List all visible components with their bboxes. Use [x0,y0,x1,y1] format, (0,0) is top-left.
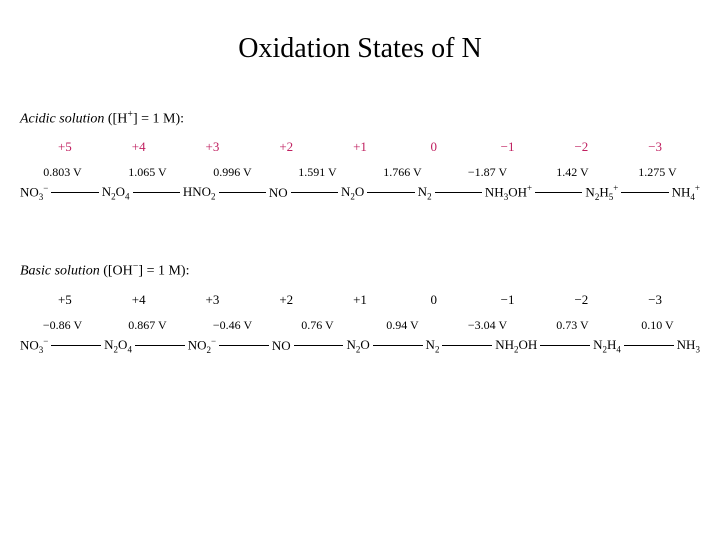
ox-state: +4 [102,292,176,308]
connector-line [294,345,344,346]
ox-state: +2 [249,292,323,308]
connector-line [291,192,338,193]
potential: 1.591 V [275,165,360,180]
connector-line [367,192,414,193]
basic-potentials: −0.86 V 0.867 V −0.46 V 0.76 V 0.94 V −3… [20,318,700,333]
connector-line [219,345,269,346]
potential: 1.065 V [105,165,190,180]
species: N2O4 [102,184,130,202]
species: NO3− [20,336,48,355]
basic-block: Basic solution ([OH−] = 1 M): +5 +4 +3 +… [20,261,700,358]
potential: 1.275 V [615,165,700,180]
connector-line [219,192,266,193]
potential: −0.46 V [190,318,275,333]
species: N2 [418,184,432,202]
connector-line [135,345,185,346]
connector-line [621,192,668,193]
ox-state: +4 [102,139,176,155]
connector-line [540,345,590,346]
potential: 0.867 V [105,318,190,333]
connector-line [133,192,180,193]
potential: 0.803 V [20,165,105,180]
potential: 1.766 V [360,165,445,180]
species: NO3− [20,183,48,202]
potential: 0.73 V [530,318,615,333]
connector-line [51,192,98,193]
connector-line [624,345,674,346]
species: NH3OH+ [485,183,532,202]
potential: −1.87 V [445,165,530,180]
potential: 0.10 V [615,318,700,333]
species: N2O4 [104,337,132,355]
potential: −0.86 V [20,318,105,333]
ox-state: +2 [249,139,323,155]
species: N2H4 [593,337,621,355]
species: HNO2 [183,184,216,202]
species: NH4+ [672,183,700,202]
ox-state: +3 [176,139,250,155]
species: NO [269,185,288,201]
connector-line [535,192,582,193]
latimer-diagrams: Acidic solution ([H+] = 1 M): +5 +4 +3 +… [20,109,700,414]
basic-ox-states: +5 +4 +3 +2 +1 0 −1 −2 −3 [20,292,700,308]
species: N2O [346,337,369,355]
ox-state: −2 [544,292,618,308]
species: NO [272,338,291,354]
species: NO2− [188,336,216,355]
page-title: Oxidation States of N [0,19,720,65]
species: N2H5+ [585,183,618,202]
acidic-block: Acidic solution ([H+] = 1 M): +5 +4 +3 +… [20,109,700,206]
ox-state: −2 [544,139,618,155]
basic-species-row: NO3− N2O4 NO2− NO N2O N2 NH2OH N2H4 NH3 [20,336,700,355]
species: NH3 [677,337,700,355]
potential: 0.996 V [190,165,275,180]
ox-state: +3 [176,292,250,308]
ox-state: +1 [323,292,397,308]
connector-line [51,345,101,346]
ox-state: −1 [471,139,545,155]
acidic-label: Acidic solution ([H+] = 1 M): [20,109,700,128]
potential: 0.94 V [360,318,445,333]
ox-state: −3 [618,292,692,308]
acidic-species-row: NO3− N2O4 HNO2 NO N2O N2 NH3OH+ N2H5+ NH… [20,183,700,202]
acidic-potentials: 0.803 V 1.065 V 0.996 V 1.591 V 1.766 V … [20,165,700,180]
potential: 1.42 V [530,165,615,180]
connector-line [435,192,482,193]
species: NH2OH [495,337,537,355]
potential: 0.76 V [275,318,360,333]
ox-state: −1 [471,292,545,308]
ox-state: 0 [397,139,471,155]
ox-state: 0 [397,292,471,308]
ox-state: +5 [28,139,102,155]
connector-line [373,345,423,346]
acidic-ox-states: +5 +4 +3 +2 +1 0 −1 −2 −3 [20,139,700,155]
basic-label: Basic solution ([OH−] = 1 M): [20,261,700,280]
species: N2O [341,184,364,202]
ox-state: +5 [28,292,102,308]
species: N2 [426,337,440,355]
ox-state: +1 [323,139,397,155]
ox-state: −3 [618,139,692,155]
potential: −3.04 V [445,318,530,333]
connector-line [442,345,492,346]
